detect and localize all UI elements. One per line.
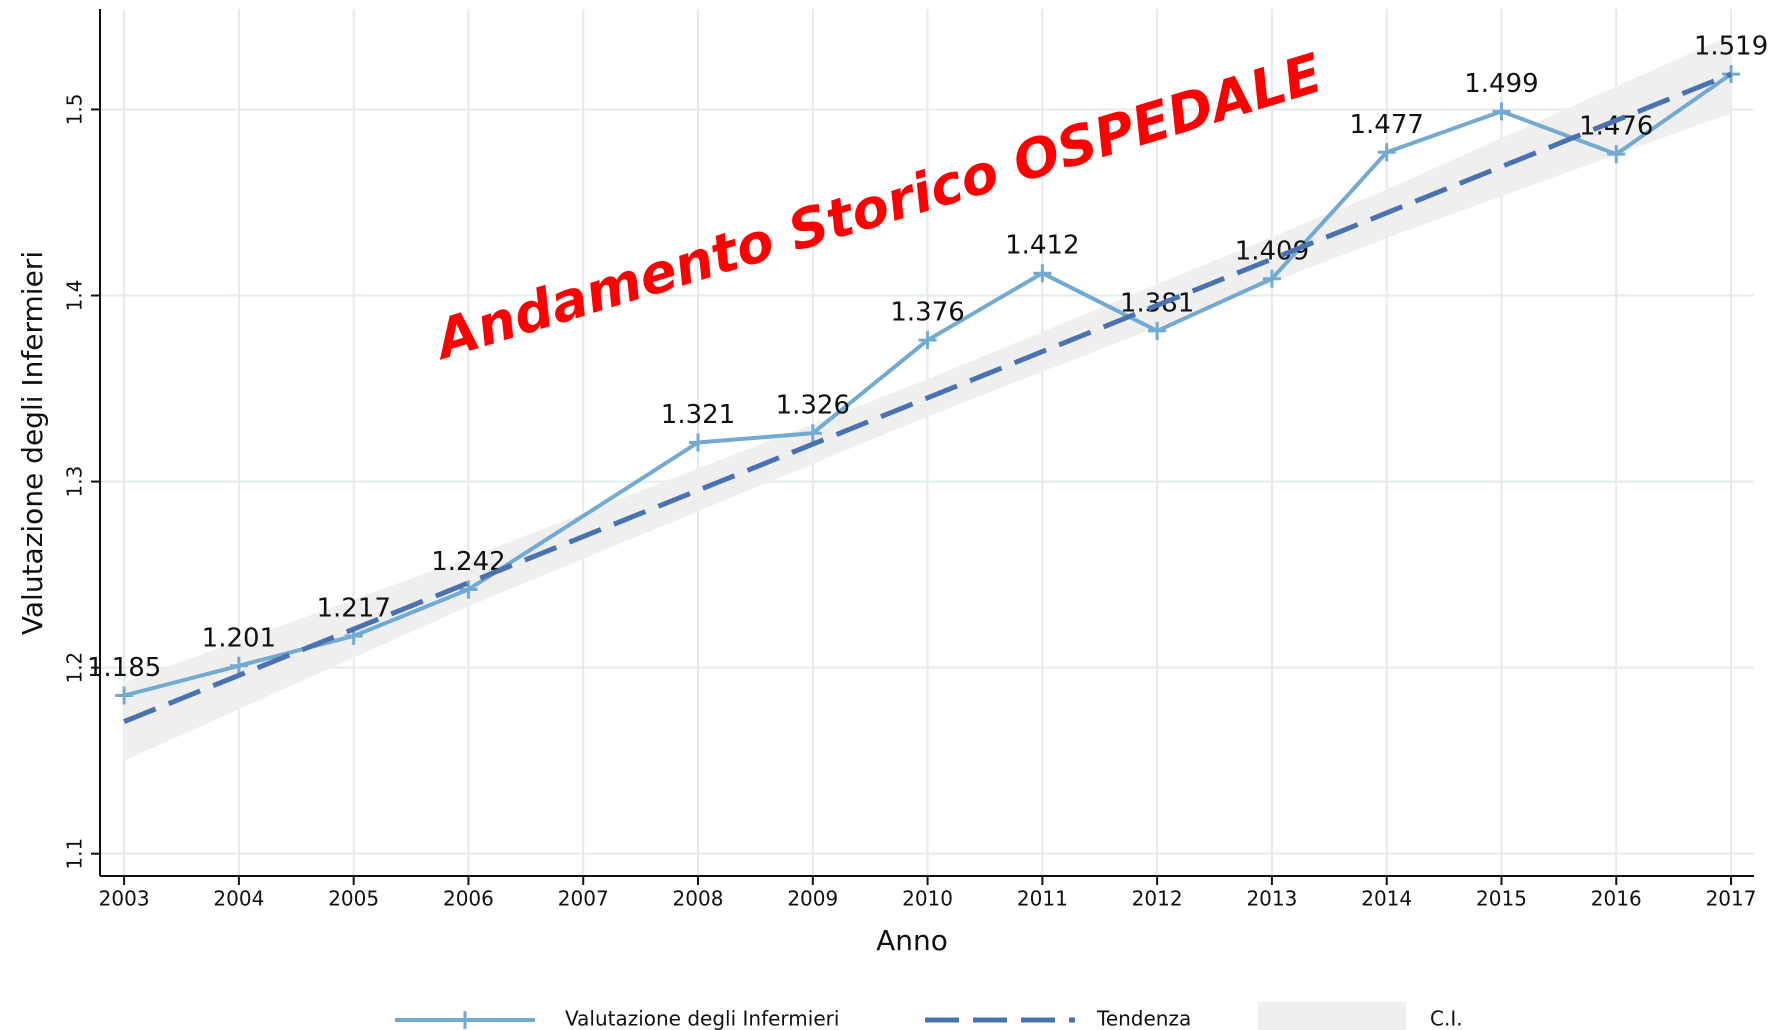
data-label: 1.519 <box>1694 32 1768 62</box>
point-marker <box>229 656 248 675</box>
y-tick-label: 1.5 <box>63 94 87 126</box>
x-tick-label: 2006 <box>443 887 494 911</box>
data-label: 1.412 <box>1005 231 1079 261</box>
data-line <box>123 72 1733 698</box>
point-marker <box>803 424 822 443</box>
legend-label: Valutazione degli Infermieri <box>565 1007 839 1030</box>
data-label: 1.321 <box>661 400 735 430</box>
point-marker <box>689 433 708 452</box>
x-tick-label: 2005 <box>328 887 379 911</box>
data-label: 1.201 <box>202 623 276 653</box>
point-marker <box>1033 264 1052 283</box>
point-marker <box>1607 145 1626 164</box>
y-tick-label: 1.1 <box>63 838 87 870</box>
data-label: 1.326 <box>776 391 850 421</box>
y-tick-label: 1.2 <box>63 652 87 684</box>
annotation: Andamento Storico OSPEDALE <box>425 41 1329 372</box>
lines-layer <box>123 72 1733 698</box>
y-tick-label: 1.3 <box>63 466 87 498</box>
x-tick-label: 2011 <box>1017 887 1068 911</box>
data-label: 1.499 <box>1464 69 1538 99</box>
x-tick-label: 2014 <box>1361 887 1412 911</box>
x-tick-label: 2013 <box>1246 887 1297 911</box>
data-label: 1.476 <box>1579 112 1653 142</box>
trend-line <box>123 71 1732 724</box>
legend-swatch <box>1258 1002 1406 1030</box>
x-tick-label: 2009 <box>787 887 838 911</box>
x-tick-label: 2010 <box>902 887 953 911</box>
data-label: 1.376 <box>890 298 964 328</box>
point-marker <box>1492 102 1511 121</box>
data-label: 1.217 <box>316 593 390 623</box>
axes-layer: 2003 2004 2005 2006 2007 2008 2009 2010 2011 2012… <box>63 9 1757 911</box>
x-tick-label: 2004 <box>213 887 264 911</box>
point-marker <box>1148 321 1167 340</box>
x-tick-label: 2008 <box>673 887 724 911</box>
marks-layer <box>115 65 1741 705</box>
point-marker <box>1377 143 1396 162</box>
x-tick-label: 2017 <box>1706 887 1757 911</box>
x-axis-label: Anno <box>876 924 948 957</box>
legend-label: Tendenza <box>1096 1007 1191 1030</box>
legend-label: C.I. <box>1430 1007 1463 1030</box>
point-marker <box>459 580 478 599</box>
x-tick-label: 2016 <box>1591 887 1642 911</box>
point-marker <box>918 331 937 350</box>
point-marker <box>1262 269 1281 288</box>
point-marker <box>115 686 134 705</box>
y-tick-label: 1.4 <box>63 280 87 312</box>
x-tick-label: 2015 <box>1476 887 1527 911</box>
y-axis-label: Valutazione degli Infermieri <box>16 251 49 635</box>
x-tick-label: 2007 <box>558 887 609 911</box>
x-tick-label: 2012 <box>1132 887 1183 911</box>
data-label: 1.477 <box>1349 110 1423 140</box>
x-tick-label: 2003 <box>99 887 150 911</box>
